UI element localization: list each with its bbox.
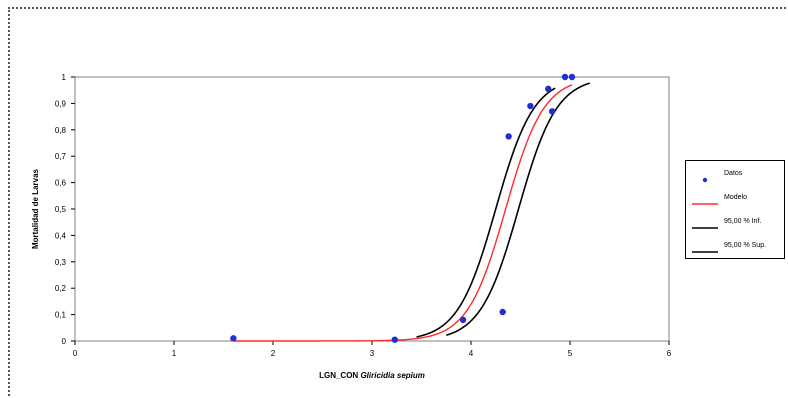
x-axis-title-main: LGN_CON [319, 371, 360, 380]
chart-frame [8, 7, 786, 396]
modelo-line [233, 84, 573, 342]
curves [233, 82, 591, 342]
y-tick-label: 0,9 [55, 99, 67, 108]
x-tick-label: 6 [667, 349, 672, 358]
datos-point [545, 85, 552, 93]
plot-area [74, 76, 670, 342]
x-tick-label: 1 [172, 349, 177, 358]
inf-line [416, 87, 556, 338]
datos-point [230, 335, 237, 342]
x-tick-label: 4 [469, 349, 474, 358]
datos-point [568, 73, 576, 81]
y-tick-label: 0,5 [55, 205, 67, 214]
x-tick-label: 5 [568, 349, 573, 358]
legend-symbol-datos [692, 171, 718, 183]
y-tick-label: 0,3 [55, 258, 67, 267]
datos-point [391, 336, 398, 343]
legend-item-inf: 95,00 % Inf. [686, 215, 786, 231]
sup-line [446, 82, 591, 336]
legend-item-sup: 95,00 % Sup. [686, 239, 786, 255]
y-tick-label: 0,1 [55, 311, 67, 320]
y-tick-label: 0,7 [55, 152, 67, 161]
y-tick-label: 0,2 [55, 284, 67, 293]
axis-ticks: 0 0,1 0,2 0,3 0,4 0,5 0,6 0,7 0,8 0,9 1 0 1 2 3 4 5 6 [55, 73, 672, 358]
x-axis-title: LGN_CON Gliricidia sepium [319, 371, 425, 380]
x-tick-label: 3 [370, 349, 375, 358]
datos-point [459, 316, 467, 324]
y-axis-title: Mortalidad de Larvas [31, 168, 40, 249]
data-points [230, 73, 576, 343]
legend-label-modelo: Modelo [724, 194, 747, 201]
legend-label-sup: 95,00 % Sup. [724, 242, 767, 249]
y-tick-label: 0 [62, 337, 67, 346]
legend-symbol-sup [692, 243, 718, 253]
datos-point [561, 73, 569, 81]
x-tick-label: 2 [271, 349, 276, 358]
y-tick-label: 0,4 [55, 231, 67, 240]
legend-label-inf: 95,00 % Inf. [724, 218, 762, 225]
legend-symbol-inf [692, 219, 718, 229]
legend-label-datos: Datos [724, 170, 743, 177]
datos-point [505, 133, 512, 140]
datos-point [527, 102, 534, 110]
datos-point [499, 308, 506, 316]
y-tick-label: 0,6 [55, 179, 67, 188]
legend-item-modelo: Modelo [686, 191, 786, 207]
x-tick-label: 0 [73, 349, 78, 358]
datos-point [548, 108, 556, 115]
legend-symbol-modelo [692, 195, 718, 205]
legend-item-datos: Datos [686, 167, 786, 183]
legend: Datos Modelo 95,00 % Inf. 95,00 % Sup. [685, 160, 785, 259]
y-tick-label: 1 [62, 73, 67, 82]
y-tick-label: 0,8 [55, 126, 67, 135]
x-axis-title-italic: Gliricidia sepium [360, 371, 424, 380]
